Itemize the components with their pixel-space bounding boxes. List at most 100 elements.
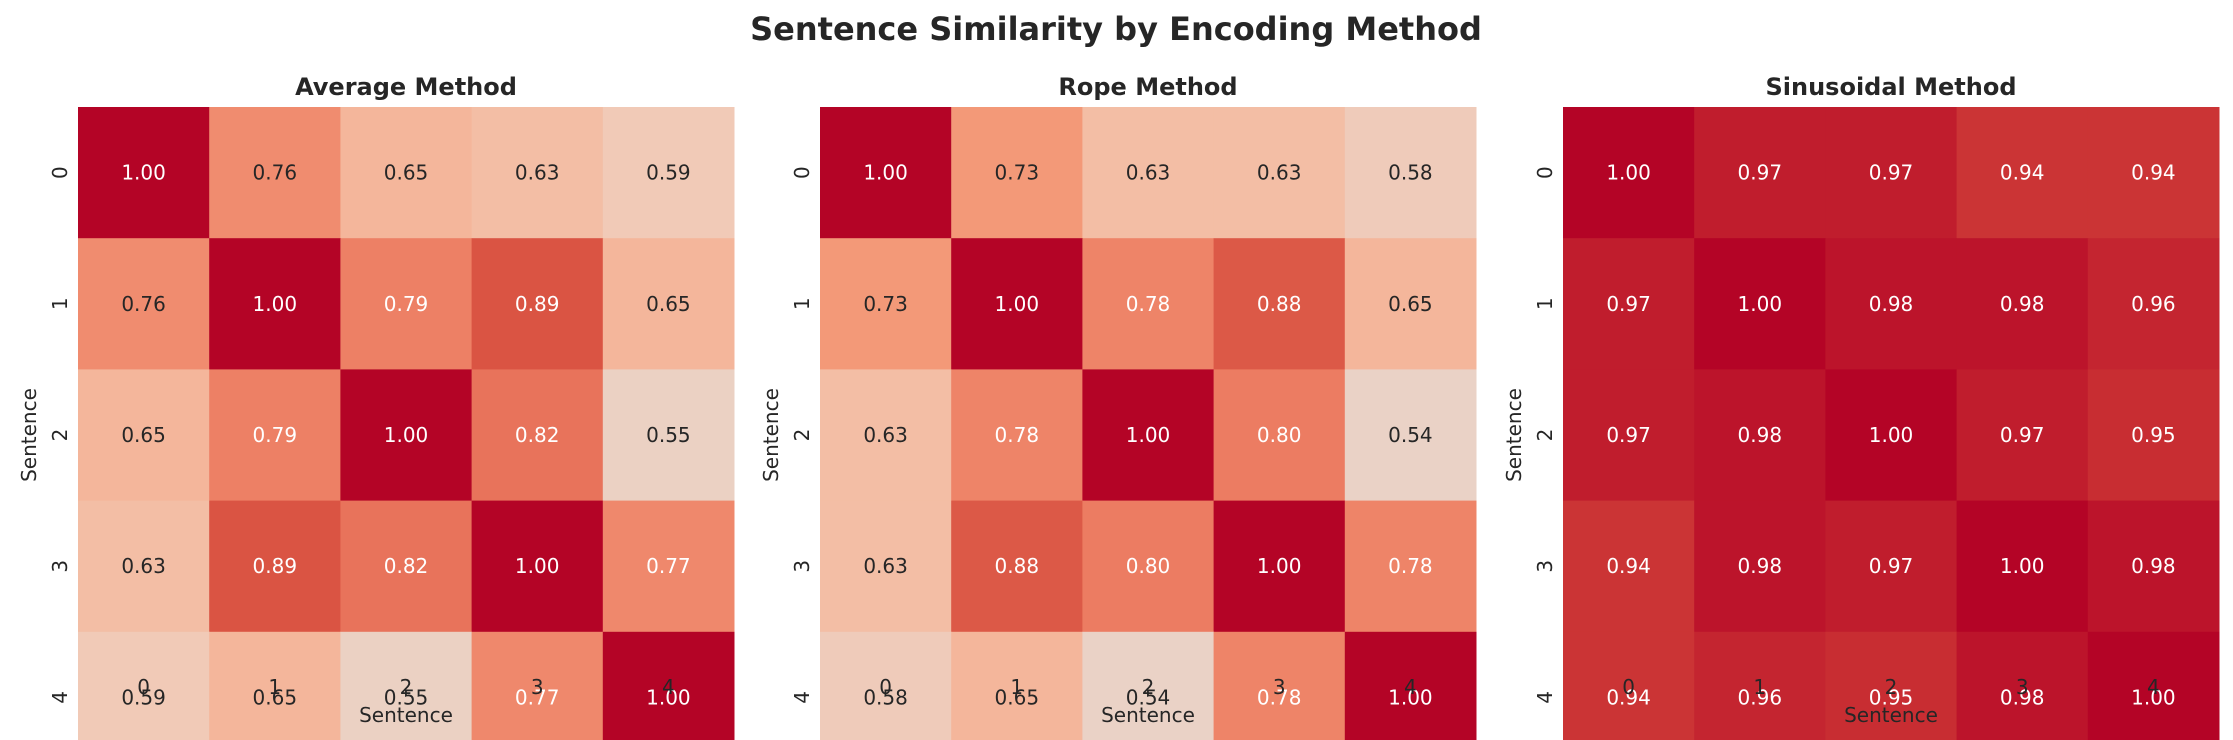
cell-value-label: 0.78 xyxy=(1388,554,1433,578)
heatmap-cell xyxy=(602,107,735,239)
figure-title: Sentence Similarity by Encoding Method xyxy=(750,10,1482,48)
heatmap-cell xyxy=(1956,238,2089,370)
cell-value-label: 0.79 xyxy=(384,292,429,316)
y-tick-label: 0 xyxy=(1533,166,1557,179)
heatmap-cell xyxy=(1694,107,1826,239)
cell-value-label: 0.58 xyxy=(863,685,908,709)
heatmap-cell xyxy=(471,500,604,633)
heatmap-cell xyxy=(2087,631,2220,740)
y-axis-label: Sentence xyxy=(759,388,783,482)
cell-value-label: 0.73 xyxy=(863,292,908,316)
cell-value-label: 0.82 xyxy=(384,554,429,578)
cell-value-label: 0.96 xyxy=(1738,685,1783,709)
heatmap-cell xyxy=(1563,631,1695,740)
cell-value-label: 0.89 xyxy=(515,292,560,316)
heatmap-cell xyxy=(209,500,341,633)
heatmap-cell xyxy=(340,500,473,633)
y-tick-label: 0 xyxy=(48,166,72,179)
x-tick-label: 2 xyxy=(400,675,413,699)
heatmap-cell xyxy=(1563,107,1695,239)
heatmap-cell xyxy=(1956,631,2089,740)
heatmap-cell xyxy=(471,107,604,239)
x-tick-label: 1 xyxy=(1753,675,1766,699)
heatmap-cell xyxy=(1344,500,1477,633)
cell-value-label: 0.94 xyxy=(1606,685,1651,709)
cell-value-label: 0.55 xyxy=(646,423,691,447)
cell-value-label: 1.00 xyxy=(1606,161,1651,185)
cell-value-label: 0.97 xyxy=(1606,292,1651,316)
cell-value-label: 0.63 xyxy=(515,161,560,185)
y-tick-label: 4 xyxy=(790,691,814,704)
heatmap-cell xyxy=(1213,238,1346,370)
heatmap-cell xyxy=(602,369,735,502)
heatmap-cell xyxy=(1563,238,1695,370)
heatmap-cell xyxy=(209,238,341,370)
y-tick-label: 1 xyxy=(48,297,72,310)
cell-value-label: 0.97 xyxy=(1606,423,1651,447)
heatmap-cell xyxy=(1825,238,1958,370)
heatmap-cell xyxy=(1563,500,1695,633)
heatmap-cell xyxy=(1082,631,1215,740)
cell-value-label: 0.97 xyxy=(1869,554,1914,578)
cell-value-label: 0.59 xyxy=(646,161,691,185)
y-tick-label: 3 xyxy=(1533,560,1557,573)
cell-value-label: 0.54 xyxy=(1388,423,1433,447)
heatmap-cell xyxy=(1213,107,1346,239)
panel-title: Rope Method xyxy=(1058,73,1237,101)
heatmap-cell xyxy=(471,631,604,740)
x-tick-label: 1 xyxy=(1010,675,1023,699)
x-tick-label: 3 xyxy=(1273,675,1286,699)
heatmap-cell xyxy=(820,369,952,502)
heatmap-cell xyxy=(1825,107,1958,239)
heatmap-cell xyxy=(1694,238,1826,370)
heatmap-cell xyxy=(209,369,341,502)
heatmap-cell xyxy=(951,500,1083,633)
cell-value-label: 0.63 xyxy=(1257,161,1302,185)
heatmap-cell xyxy=(602,500,735,633)
panel-title: Average Method xyxy=(295,73,517,101)
cell-value-label: 0.58 xyxy=(1388,161,1433,185)
cell-value-label: 0.79 xyxy=(253,423,298,447)
y-tick-label: 3 xyxy=(790,560,814,573)
cell-value-label: 1.00 xyxy=(1869,423,1914,447)
heatmap-cell xyxy=(1344,631,1477,740)
y-tick-label: 2 xyxy=(1533,429,1557,442)
cell-value-label: 0.63 xyxy=(863,554,908,578)
y-tick-label: 4 xyxy=(48,691,72,704)
cell-value-label: 0.63 xyxy=(863,423,908,447)
heatmap-cell xyxy=(1694,369,1826,502)
cell-value-label: 0.78 xyxy=(1126,292,1171,316)
x-tick-label: 0 xyxy=(137,675,150,699)
heatmap-cell xyxy=(820,631,952,740)
cell-value-label: 1.00 xyxy=(1257,554,1302,578)
cell-value-label: 0.89 xyxy=(253,554,298,578)
cell-value-label: 0.88 xyxy=(995,554,1040,578)
x-axis-label: Sentence xyxy=(359,703,453,727)
cell-value-label: 0.65 xyxy=(253,685,298,709)
heatmap-cell xyxy=(78,500,210,633)
y-tick-label: 0 xyxy=(790,166,814,179)
cell-value-label: 1.00 xyxy=(863,161,908,185)
cell-value-label: 0.63 xyxy=(1126,161,1171,185)
cell-value-label: 0.94 xyxy=(1606,554,1651,578)
cell-value-label: 0.78 xyxy=(1257,685,1302,709)
cell-value-label: 0.76 xyxy=(121,292,166,316)
heatmap-cell xyxy=(1825,631,1958,740)
cell-value-label: 0.97 xyxy=(1869,161,1914,185)
cell-value-label: 0.98 xyxy=(2000,685,2045,709)
heatmap-cell xyxy=(471,238,604,370)
heatmap-cell xyxy=(951,107,1083,239)
cell-value-label: 0.78 xyxy=(995,423,1040,447)
x-tick-label: 4 xyxy=(2147,675,2160,699)
cell-value-label: 0.77 xyxy=(646,554,691,578)
cell-value-label: 0.63 xyxy=(121,554,166,578)
heatmap-cell xyxy=(1344,369,1477,502)
heatmap-cell xyxy=(340,369,473,502)
heatmap-cell xyxy=(209,107,341,239)
heatmap-cell xyxy=(2087,369,2220,502)
x-tick-label: 0 xyxy=(879,675,892,699)
cell-value-label: 0.96 xyxy=(2131,292,2176,316)
heatmap-cell xyxy=(78,631,210,740)
heatmap-cell xyxy=(1825,500,1958,633)
heatmap-cell xyxy=(1213,369,1346,502)
